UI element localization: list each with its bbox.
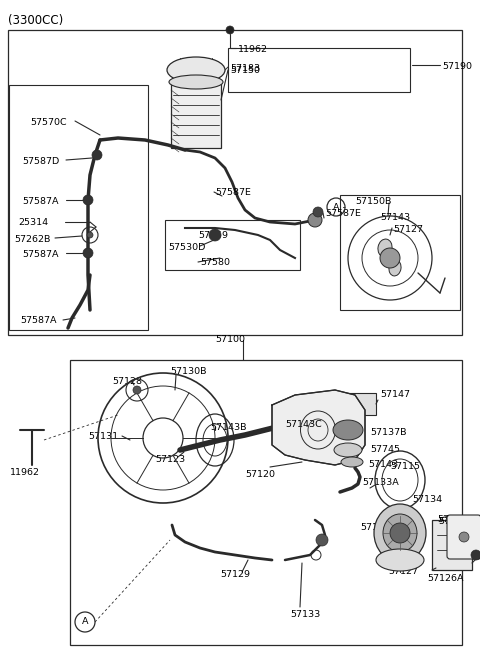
Text: 11962: 11962 [10, 468, 40, 477]
Text: 57127: 57127 [388, 567, 418, 576]
Ellipse shape [376, 549, 424, 571]
Text: 57150B: 57150B [355, 197, 391, 206]
Ellipse shape [334, 443, 362, 457]
Text: 57580: 57580 [200, 258, 230, 267]
Text: 57262B: 57262B [14, 235, 50, 244]
Circle shape [380, 248, 400, 268]
Text: 57147: 57147 [380, 390, 410, 399]
Text: 11962: 11962 [238, 45, 268, 54]
Circle shape [313, 207, 323, 217]
Ellipse shape [167, 57, 225, 83]
Ellipse shape [333, 420, 363, 440]
Circle shape [133, 386, 141, 394]
Circle shape [87, 232, 93, 238]
Bar [171, 82, 221, 148]
Circle shape [92, 150, 102, 160]
Text: 57143C: 57143C [285, 420, 322, 429]
Text: 57143: 57143 [368, 460, 398, 469]
Text: 57530D: 57530D [168, 243, 205, 252]
Circle shape [226, 26, 234, 34]
Text: 57129: 57129 [220, 570, 250, 579]
Circle shape [209, 229, 221, 241]
Circle shape [459, 532, 469, 542]
Bar [348, 393, 376, 415]
Bar [9, 85, 148, 330]
Text: 57587E: 57587E [215, 188, 251, 197]
Text: 57134: 57134 [412, 495, 442, 504]
Circle shape [316, 534, 328, 546]
Circle shape [390, 523, 410, 543]
Text: 57587A: 57587A [22, 250, 59, 259]
Bar [228, 48, 410, 92]
Circle shape [83, 248, 93, 258]
Text: 57570C: 57570C [30, 118, 67, 127]
Text: 57587E: 57587E [325, 209, 361, 218]
Text: 57259: 57259 [198, 231, 228, 240]
Text: 57143B: 57143B [210, 423, 247, 432]
Bar [165, 220, 300, 270]
Text: A: A [82, 618, 88, 626]
Text: 57587A: 57587A [22, 197, 59, 206]
Ellipse shape [378, 239, 392, 257]
Bar [70, 360, 462, 645]
Ellipse shape [389, 260, 401, 276]
Text: 57183: 57183 [230, 64, 260, 73]
Text: 57143: 57143 [380, 213, 410, 222]
Text: A: A [333, 203, 339, 211]
Ellipse shape [374, 504, 426, 562]
Circle shape [471, 550, 480, 560]
Text: 57150: 57150 [230, 66, 260, 75]
Text: 57128: 57128 [112, 377, 142, 386]
Text: 57190: 57190 [442, 62, 472, 71]
Ellipse shape [383, 514, 417, 552]
Text: 57131: 57131 [88, 432, 118, 441]
Ellipse shape [341, 457, 363, 467]
Text: 57133A: 57133A [362, 478, 399, 487]
Text: 57137B: 57137B [370, 428, 407, 437]
Text: (3300CC): (3300CC) [8, 14, 63, 27]
Text: 57587D: 57587D [22, 157, 59, 166]
Polygon shape [272, 390, 365, 465]
Text: 57100: 57100 [215, 335, 245, 344]
Text: 57133: 57133 [290, 610, 320, 619]
Bar [340, 195, 460, 310]
Text: 57587A: 57587A [20, 316, 57, 325]
Text: 57120: 57120 [245, 470, 275, 479]
Bar [8, 30, 462, 335]
FancyBboxPatch shape [447, 515, 480, 559]
Bar [432, 520, 472, 570]
Text: 57124: 57124 [360, 523, 390, 532]
Ellipse shape [169, 75, 223, 89]
Text: 57115: 57115 [390, 462, 420, 471]
Text: 57126A: 57126A [427, 574, 464, 583]
Text: 57123: 57123 [155, 455, 185, 464]
Text: 25314: 25314 [18, 218, 48, 227]
Text: 57745: 57745 [370, 445, 400, 454]
Text: 57130B: 57130B [170, 367, 206, 376]
Text: 57127: 57127 [393, 225, 423, 234]
Circle shape [308, 213, 322, 227]
Text: 57132: 57132 [438, 517, 468, 526]
Circle shape [83, 195, 93, 205]
Text: 57149A: 57149A [437, 515, 473, 524]
